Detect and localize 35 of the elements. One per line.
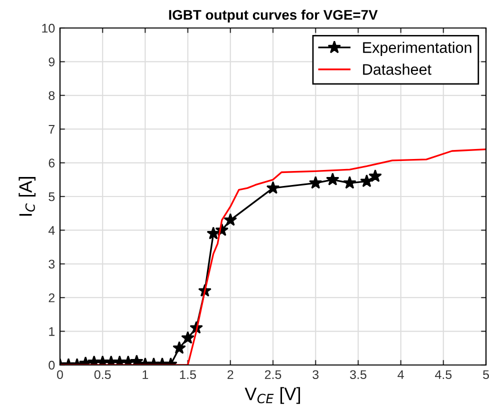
y-tick-label: 8	[48, 91, 55, 100]
x-tick-label: 0	[57, 370, 63, 380]
legend-label: Datasheet	[363, 64, 432, 75]
y-tick-label: 4	[48, 226, 55, 235]
point	[343, 176, 356, 189]
y-tick-label: 7	[48, 125, 55, 134]
x-tick-label: 1.5	[180, 370, 196, 380]
y-tick-label: 10	[42, 24, 55, 33]
x-tick-label: 4.5	[435, 370, 452, 380]
x-tick-label: 3.5	[350, 370, 366, 380]
point	[368, 169, 382, 182]
y-tick-label: 5	[48, 192, 55, 202]
legend-label: Experimentation	[363, 42, 472, 56]
point	[266, 181, 280, 194]
x-tick-label: 3	[312, 370, 319, 380]
point	[326, 172, 340, 186]
point	[360, 174, 374, 188]
x-tick-label: 2	[228, 370, 234, 379]
point	[224, 213, 238, 226]
x-tick-label: 1	[142, 370, 148, 379]
x-tick-label: 4	[398, 370, 404, 379]
y-tick-label: 2	[48, 293, 55, 302]
y-tick-label: 9	[48, 58, 55, 66]
x-tick-label: 5	[483, 370, 489, 380]
y-axis-title: I$_{C}$ [A]	[18, 177, 36, 216]
y-tick-label: 6	[48, 158, 55, 168]
y-tick-label: 1	[49, 327, 55, 336]
x-tick-label: 0.5	[94, 370, 111, 380]
point	[308, 176, 322, 189]
y-tick-label: 0	[48, 360, 55, 370]
x-axis-title: V$_{CE}$ [V]	[244, 387, 300, 404]
y-tick-label: 3	[48, 260, 55, 269]
chart-title: IGBT output curves for VGE=7V	[169, 10, 378, 23]
x-tick-label: 2.5	[264, 370, 282, 380]
point	[206, 226, 220, 240]
